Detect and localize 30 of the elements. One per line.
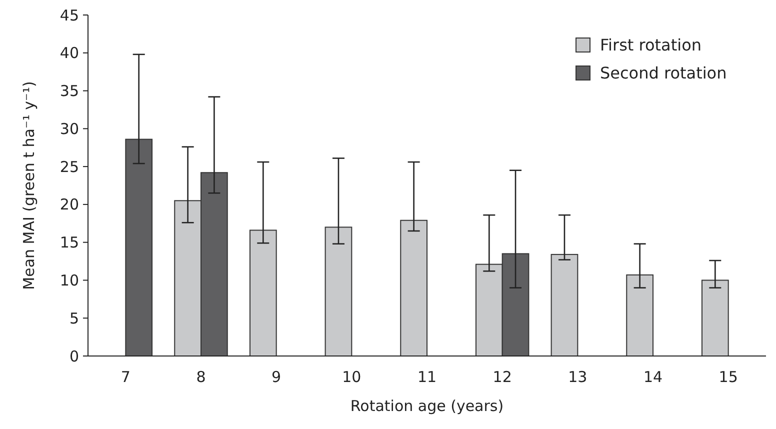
y-tick-label: 10	[60, 271, 79, 290]
legend-label: Second rotation	[600, 64, 727, 83]
bar	[550, 254, 578, 356]
bar	[626, 274, 654, 356]
y-tick-label: 30	[60, 120, 79, 138]
x-tick-label: 13	[568, 368, 588, 386]
y-tick-label: 0	[69, 347, 79, 366]
y-tick-label: 15	[60, 234, 79, 252]
x-tick-label: 14	[643, 368, 663, 386]
x-tick-label: 12	[492, 368, 512, 386]
x-tick-label: 15	[718, 368, 738, 386]
y-tick-label: 35	[60, 82, 79, 100]
bar	[249, 230, 277, 356]
x-tick-label: 9	[272, 368, 282, 386]
y-tick-label: 45	[60, 6, 79, 24]
y-tick-label: 25	[60, 158, 79, 176]
x-tick-label: 7	[120, 368, 130, 386]
x-tick-label: 11	[417, 368, 437, 386]
legend-label: First rotation	[600, 36, 702, 55]
x-tick-label: 10	[342, 368, 362, 386]
y-tick-label: 5	[69, 309, 79, 328]
bar	[400, 220, 428, 356]
y-tick-label: 20	[60, 196, 79, 214]
bar	[324, 226, 352, 356]
x-axis-title: Rotation age (years)	[350, 397, 504, 415]
y-axis-title: Mean MAI (green t ha⁻¹ y⁻¹)	[20, 81, 38, 290]
y-tick-label: 40	[60, 44, 79, 62]
bar	[701, 280, 729, 356]
bar	[125, 138, 153, 356]
x-tick-label: 8	[196, 368, 206, 386]
